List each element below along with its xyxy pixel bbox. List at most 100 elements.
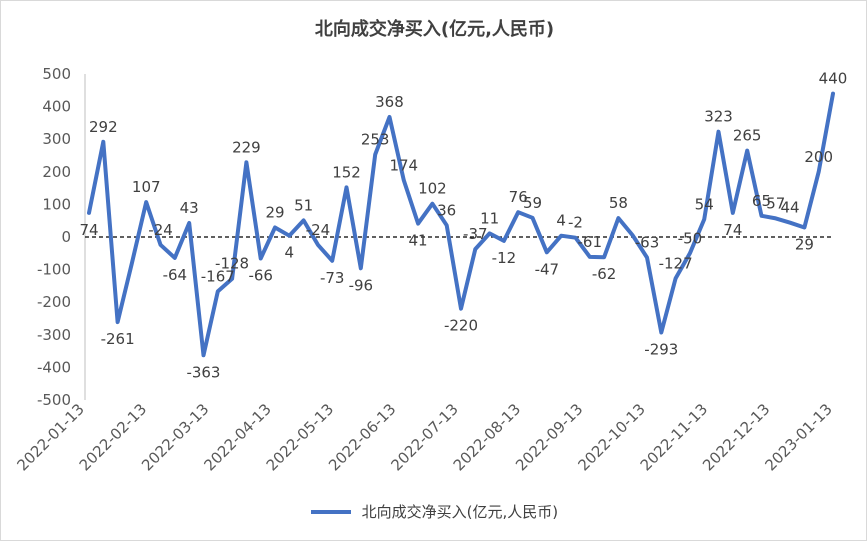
data-point: [201, 353, 205, 357]
data-label: 74: [79, 221, 98, 239]
data-label: -62: [592, 265, 617, 283]
data-point: [659, 331, 663, 335]
data-point: [373, 153, 377, 157]
data-point: [717, 130, 721, 134]
data-point: [116, 320, 120, 324]
data-point: [588, 255, 592, 259]
data-point: [416, 222, 420, 226]
data-label: -73: [320, 269, 345, 287]
data-point: [602, 255, 606, 259]
data-point: [159, 243, 163, 247]
data-label: 368: [375, 93, 404, 111]
data-point: [759, 214, 763, 218]
data-point: [545, 250, 549, 254]
data-label: 54: [695, 195, 714, 213]
data-label: 29: [265, 204, 284, 222]
data-label: -2: [568, 214, 583, 232]
data-label: 51: [294, 196, 313, 214]
data-point: [402, 178, 406, 182]
data-point: [387, 115, 391, 119]
data-point: [130, 261, 134, 265]
data-point: [459, 307, 463, 311]
data-point: [187, 221, 191, 225]
data-label: 76: [509, 188, 528, 206]
data-label: -50: [678, 229, 703, 247]
data-label: -47: [535, 260, 560, 278]
data-label: 107: [132, 178, 161, 196]
data-point: [802, 226, 806, 230]
data-point: [216, 289, 220, 293]
chart-title: 北向成交净买入(亿元,人民币): [314, 19, 555, 40]
x-tick-label: 2023-01-13: [761, 400, 835, 474]
data-label: 41: [409, 232, 428, 250]
y-tick-label: 500: [42, 65, 71, 83]
data-label: -24: [148, 221, 173, 239]
data-label: -37: [463, 225, 488, 243]
y-tick-label: -300: [37, 326, 71, 344]
data-point: [287, 234, 291, 238]
data-point: [244, 160, 248, 164]
data-point: [616, 216, 620, 220]
data-label: 292: [89, 118, 118, 136]
data-point: [702, 217, 706, 221]
data-label: 44: [781, 199, 800, 217]
data-label: -127: [659, 254, 693, 272]
legend-swatch: [310, 509, 351, 514]
data-label: 36: [437, 201, 456, 219]
data-label: -61: [578, 233, 603, 251]
data-point: [559, 234, 563, 238]
data-label: 174: [389, 156, 418, 174]
data-label: 253: [361, 131, 390, 149]
y-tick-label: -500: [37, 391, 71, 409]
data-label: 323: [704, 108, 733, 126]
data-label: 102: [418, 180, 447, 198]
data-label: 4: [285, 244, 295, 262]
data-label: -293: [644, 341, 678, 359]
data-point: [273, 226, 277, 230]
data-label: 229: [232, 138, 261, 156]
data-point: [173, 256, 177, 260]
data-label: 58: [609, 194, 628, 212]
data-label: -167: [201, 267, 235, 285]
data-point: [531, 216, 535, 220]
data-point: [817, 170, 821, 174]
data-point: [445, 223, 449, 227]
data-point: [516, 210, 520, 214]
data-label: 265: [733, 127, 762, 145]
data-label: 200: [804, 148, 833, 166]
data-point: [674, 276, 678, 280]
data-point: [430, 202, 434, 206]
data-label: 440: [819, 70, 848, 88]
data-point: [831, 92, 835, 96]
data-point: [316, 243, 320, 247]
data-point: [731, 211, 735, 215]
data-point: [345, 185, 349, 189]
data-label: 57: [766, 194, 785, 212]
data-label: -66: [248, 267, 273, 285]
data-label: 4: [556, 212, 566, 230]
data-label: 29: [795, 236, 814, 254]
data-point: [359, 266, 363, 270]
y-tick-label: 400: [42, 98, 71, 116]
data-point: [259, 257, 263, 261]
data-point: [502, 239, 506, 243]
data-label: -128: [215, 255, 249, 273]
data-point: [745, 149, 749, 153]
y-tick-label: -400: [37, 358, 71, 376]
legend: 北向成交净买入(亿元,人民币): [1, 501, 866, 522]
data-label: 11: [480, 209, 499, 227]
y-tick-label: -100: [37, 261, 71, 279]
legend-label: 北向成交净买入(亿元,人民币): [361, 503, 559, 521]
data-label: 74: [723, 221, 742, 239]
data-label: -64: [163, 266, 188, 284]
data-point: [488, 231, 492, 235]
data-label: -96: [349, 276, 374, 294]
data-point: [774, 216, 778, 220]
y-tick-label: 300: [42, 130, 71, 148]
data-label: 152: [332, 163, 361, 181]
y-tick-label: 100: [42, 195, 71, 213]
data-label: -261: [101, 330, 135, 348]
data-label: 43: [180, 199, 199, 217]
